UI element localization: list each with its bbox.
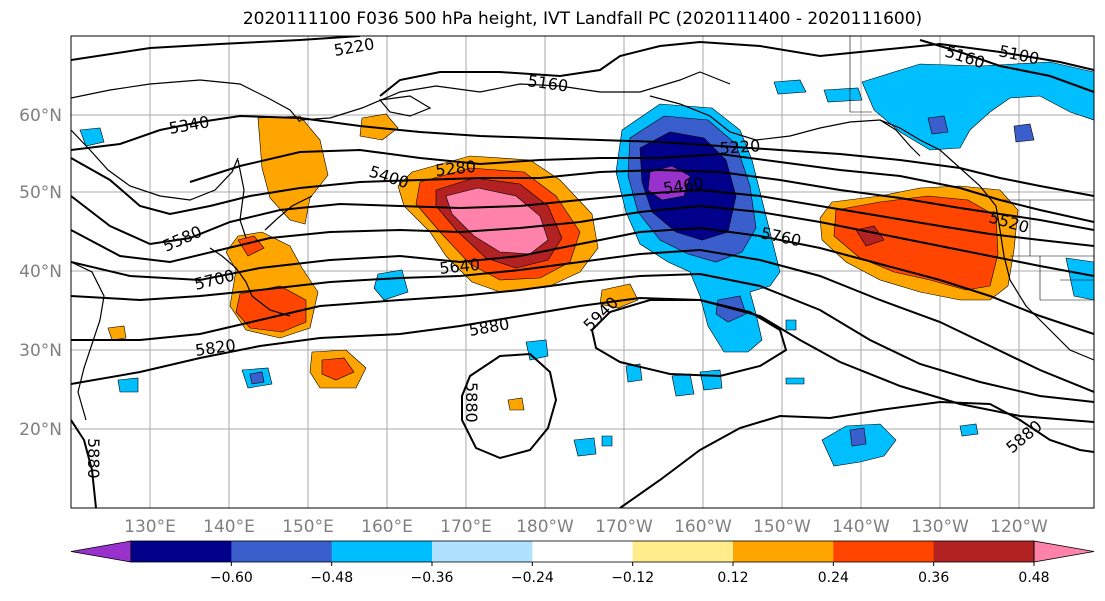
colorbar-tick-labels: −0.60 −0.48 −0.36 −0.24 −0.12 0.12 0.24 0.36 0.4… [210, 562, 1050, 586]
colorbar-tick-label: −0.36 [411, 570, 454, 586]
colorbar-bin [733, 541, 834, 562]
contour-label: 5640 [438, 255, 480, 278]
colorbar-extend-min [70, 540, 132, 563]
longitude-label: 170°W [595, 517, 653, 537]
colorbar-tick-label: −0.60 [210, 570, 253, 586]
longitude-label: 130°W [911, 517, 969, 537]
contour-label: 5220 [332, 34, 375, 60]
colorbar-bin [331, 541, 433, 562]
colorbar-bin [231, 541, 333, 562]
colorbar-tick-label: −0.24 [511, 570, 554, 586]
longitude-label: 140°W [832, 517, 890, 537]
colorbar-tick-label: −0.12 [611, 570, 654, 586]
colorbar-bin [532, 541, 634, 562]
longitude-label: 140°E [203, 517, 255, 537]
contour-label: 5880 [84, 438, 103, 479]
map-frame [70, 35, 1095, 509]
state-borders [849, 36, 1094, 301]
colorbar-tick-label: 0.24 [818, 570, 849, 586]
longitude-labels: 130°E 140°E 150°E 160°E 170°E 180°W 170°W 160°W… [124, 517, 1048, 537]
latitude-label: 30°N [19, 341, 62, 361]
latitude-label: 60°N [19, 106, 62, 126]
longitude-label: 170°E [440, 517, 492, 537]
contour-label: 5280 [434, 157, 476, 180]
longitude-label: 130°E [124, 517, 176, 537]
longitude-label: 160°W [674, 517, 732, 537]
colorbar-bin [833, 541, 935, 562]
latitude-labels: 60°N 50°N 40°N 30°N 20°N [19, 106, 62, 440]
longitude-label: 150°E [282, 517, 334, 537]
contour-label: 5880 [462, 382, 481, 423]
height-contours [71, 36, 1094, 508]
longitude-label: 120°W [990, 517, 1048, 537]
colorbar-tick-label: 0.12 [717, 570, 748, 586]
latitude-label: 50°N [19, 183, 62, 203]
colorbar-extend-max [1033, 540, 1095, 563]
colorbar-tick-label: −0.48 [310, 570, 353, 586]
longitude-label: 160°E [361, 517, 413, 537]
colorbar [70, 540, 1095, 563]
colorbar-bin [632, 541, 734, 562]
latitude-label: 20°N [19, 420, 62, 440]
longitude-label: 150°W [753, 517, 811, 537]
colorbar-bin [432, 541, 533, 562]
colorbar-bin [131, 541, 232, 562]
longitude-label: 180°W [516, 517, 574, 537]
coastlines [71, 71, 1094, 421]
latitude-label: 40°N [19, 262, 62, 282]
colorbar-tick-label: 0.36 [918, 570, 949, 586]
colorbar-bin [933, 541, 1035, 562]
map-title: 2020111100 F036 500 hPa height, IVT Land… [242, 9, 923, 29]
colorbar-tick-label: 0.48 [1018, 570, 1049, 586]
contour-label: 5220 [719, 136, 761, 158]
